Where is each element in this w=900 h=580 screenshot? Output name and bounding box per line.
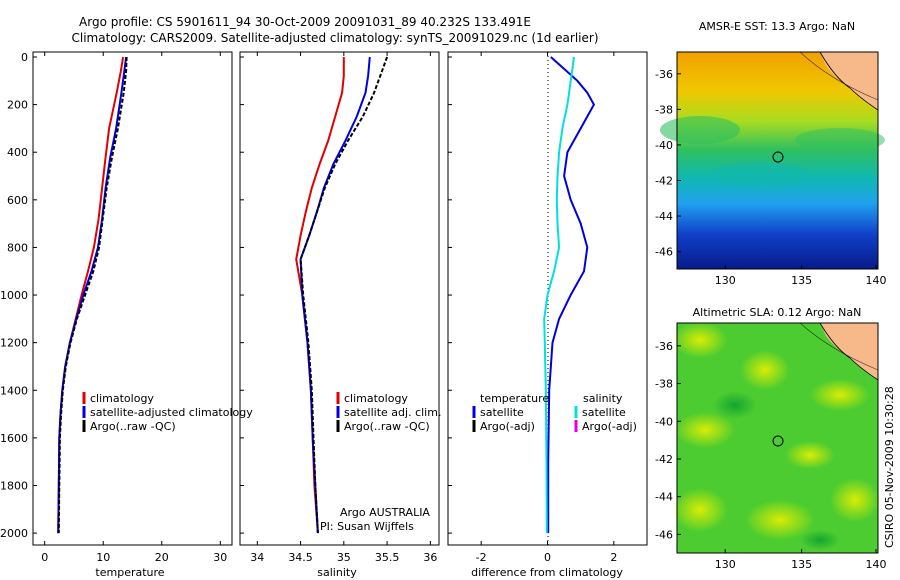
legend-label-climatology: climatology [90,392,154,405]
x-tick-label: 35.5 [375,551,400,564]
sst-map [660,51,885,270]
legend-label-temp-satellite: satellite [480,406,524,419]
map-y-tick-label: -42 [655,175,673,188]
pi-annotation: PI: Susan Wijffels [320,520,414,533]
y-tick-label: 0 [21,51,28,64]
series-line [57,56,128,534]
map-x-tick-label: 135 [791,558,812,571]
map-x-tick-label: 140 [865,274,886,287]
series-line [299,56,371,534]
series-line [57,56,125,534]
legend-label-satellite: satellite adj. clim. [344,406,441,419]
x-tick-label: 2 [610,551,617,564]
x-tick-label: 0 [544,551,551,564]
y-tick-label: 1000 [0,289,28,302]
series-line [547,56,596,534]
x-tick-label: 36 [423,551,437,564]
salinity-legend: climatology satellite adj. clim. Argo(..… [336,392,441,433]
x-tick-label: 34 [250,551,264,564]
legend-label-temp-argo: Argo(-adj) [480,420,535,433]
x-tick-label: 0 [41,551,48,564]
legend-title-salinity: salinity [583,392,623,405]
legend-label-sal-satellite: satellite [582,406,626,419]
temperature-panel [32,51,233,546]
salinity-axis-label: salinity [317,566,357,579]
y-tick-label: 2000 [0,527,28,540]
argo-float-marker [772,151,784,163]
x-tick-label: 35 [337,551,351,564]
y-tick-label: 400 [7,146,28,159]
sla-map-title: Altimetric SLA: 0.12 Argo: NaN [693,306,862,319]
temperature-legend: climatology satellite-adjusted climatolo… [82,392,253,433]
y-tick-label: 800 [7,241,28,254]
map-y-tick-label: -46 [655,246,673,259]
temperature-axis-label: temperature [95,566,164,579]
map-y-tick-label: -40 [655,139,673,152]
x-tick-label: -2 [476,551,487,564]
series-line [299,56,389,534]
sla-map [672,322,880,554]
map-y-tick-label: -36 [655,340,673,353]
y-tick-label: 600 [7,194,28,207]
map-y-tick-label: -38 [655,378,673,391]
map-x-tick-label: 135 [791,274,812,287]
map-y-tick-label: -46 [655,528,673,541]
map-x-tick-label: 140 [865,558,886,571]
y-tick-label: 1800 [0,479,28,492]
map-x-tick-label: 130 [715,558,736,571]
x-tick-label: 30 [213,551,227,564]
map-y-tick-label: -42 [655,453,673,466]
csiro-timestamp: CSIRO 05-Nov-2009 10:30:28 [883,386,896,548]
map-x-tick-label: 130 [715,274,736,287]
legend-label-sal-argo: Argo(-adj) [582,420,637,433]
y-tick-label: 1400 [0,384,28,397]
difference-legend: temperature salinity satellite Argo(-adj… [472,392,637,433]
map-y-tick-label: -36 [655,68,673,81]
legend-label-argo: Argo(..raw -QC) [90,420,176,433]
salinity-panel [239,51,440,546]
legend-label-argo: Argo(..raw -QC) [344,420,430,433]
argo-program-annotation: Argo AUSTRALIA [340,506,430,519]
sst-map-title: AMSR-E SST: 13.3 Argo: NaN [699,20,855,33]
y-tick-label: 1200 [0,337,28,350]
y-tick-label: 1600 [0,432,28,445]
figure-title-line2: Climatology: CARS2009. Satellite-adjuste… [71,31,598,45]
series-line [543,56,575,534]
x-tick-label: 10 [96,551,110,564]
legend-label-satellite: satellite-adjusted climatology [90,406,253,419]
series-line [57,56,128,534]
map-y-tick-label: -38 [655,103,673,116]
x-tick-label: 20 [155,551,169,564]
legend-title-temperature: temperature [480,392,549,405]
map-y-tick-label: -44 [655,491,673,504]
map-y-tick-label: -40 [655,415,673,428]
argo-float-marker [772,435,784,447]
difference-axis-label: difference from climatology [471,566,623,579]
map-y-tick-label: -44 [655,210,673,223]
legend-label-climatology: climatology [344,392,408,405]
y-tick-label: 200 [7,99,28,112]
figure-title-line1: Argo profile: CS 5901611_94 30-Oct-2009 … [79,15,531,29]
x-tick-label: 34.5 [288,551,313,564]
series-line [295,57,345,534]
